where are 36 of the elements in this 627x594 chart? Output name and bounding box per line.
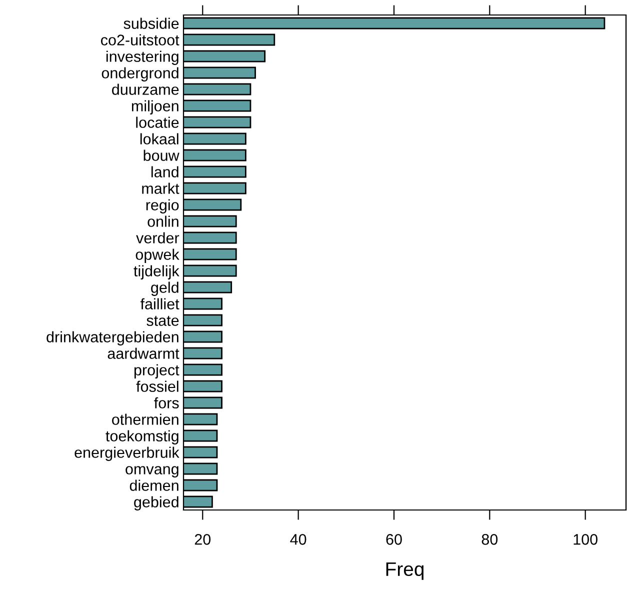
y-tick-label: othermien	[112, 414, 178, 425]
y-tick-label: subsidie	[124, 18, 179, 29]
x-tick-label: 40	[290, 534, 306, 545]
y-tick-label: aardwarmt	[108, 348, 180, 359]
y-tick-label: bouw	[144, 150, 180, 161]
y-tick-label: project	[134, 364, 180, 378]
y-tick-label: regio	[146, 199, 179, 214]
y-tick-label: fors	[154, 397, 179, 408]
y-tick-label: markt	[142, 182, 180, 194]
x-tick-label: 20	[194, 534, 211, 545]
x-tick-label: 60	[386, 534, 402, 545]
x-tick-label: 100	[574, 534, 598, 545]
y-tick-label: gebied	[134, 496, 178, 510]
y-tick-label: drinkwatergebieden	[46, 331, 178, 346]
y-tick-label: energieverbruik	[74, 446, 180, 461]
y-tick-label: failliet	[140, 298, 180, 310]
y-tick-label: verder	[136, 232, 180, 244]
y-tick-label: geld	[151, 282, 178, 296]
y-tick-label: investering	[106, 50, 178, 65]
y-tick-label: locatie	[136, 116, 179, 128]
y-tick-label: duurzame	[112, 84, 179, 95]
y-tick-label: onlin	[148, 216, 178, 227]
y-tick-label: tijdelijk	[134, 265, 180, 280]
y-tick-label: state	[146, 316, 179, 326]
y-tick-label: co2-uitstoot	[101, 34, 180, 46]
x-tick-label: 80	[482, 534, 498, 545]
y-tick-label: ondergrond	[102, 67, 178, 82]
y-tick-label: diemen	[130, 480, 178, 491]
y-tick-label: fossiel	[136, 380, 178, 392]
y-tick-label: miljoen	[132, 100, 178, 114]
y-tick-label: land	[151, 166, 178, 178]
x-axis-title: Freq	[386, 562, 424, 580]
y-tick-label: omvang	[126, 466, 178, 478]
y-tick-label: toekomstig	[106, 430, 178, 444]
y-tick-label: opwek	[136, 248, 180, 263]
y-tick-label: lokaal	[140, 133, 178, 144]
